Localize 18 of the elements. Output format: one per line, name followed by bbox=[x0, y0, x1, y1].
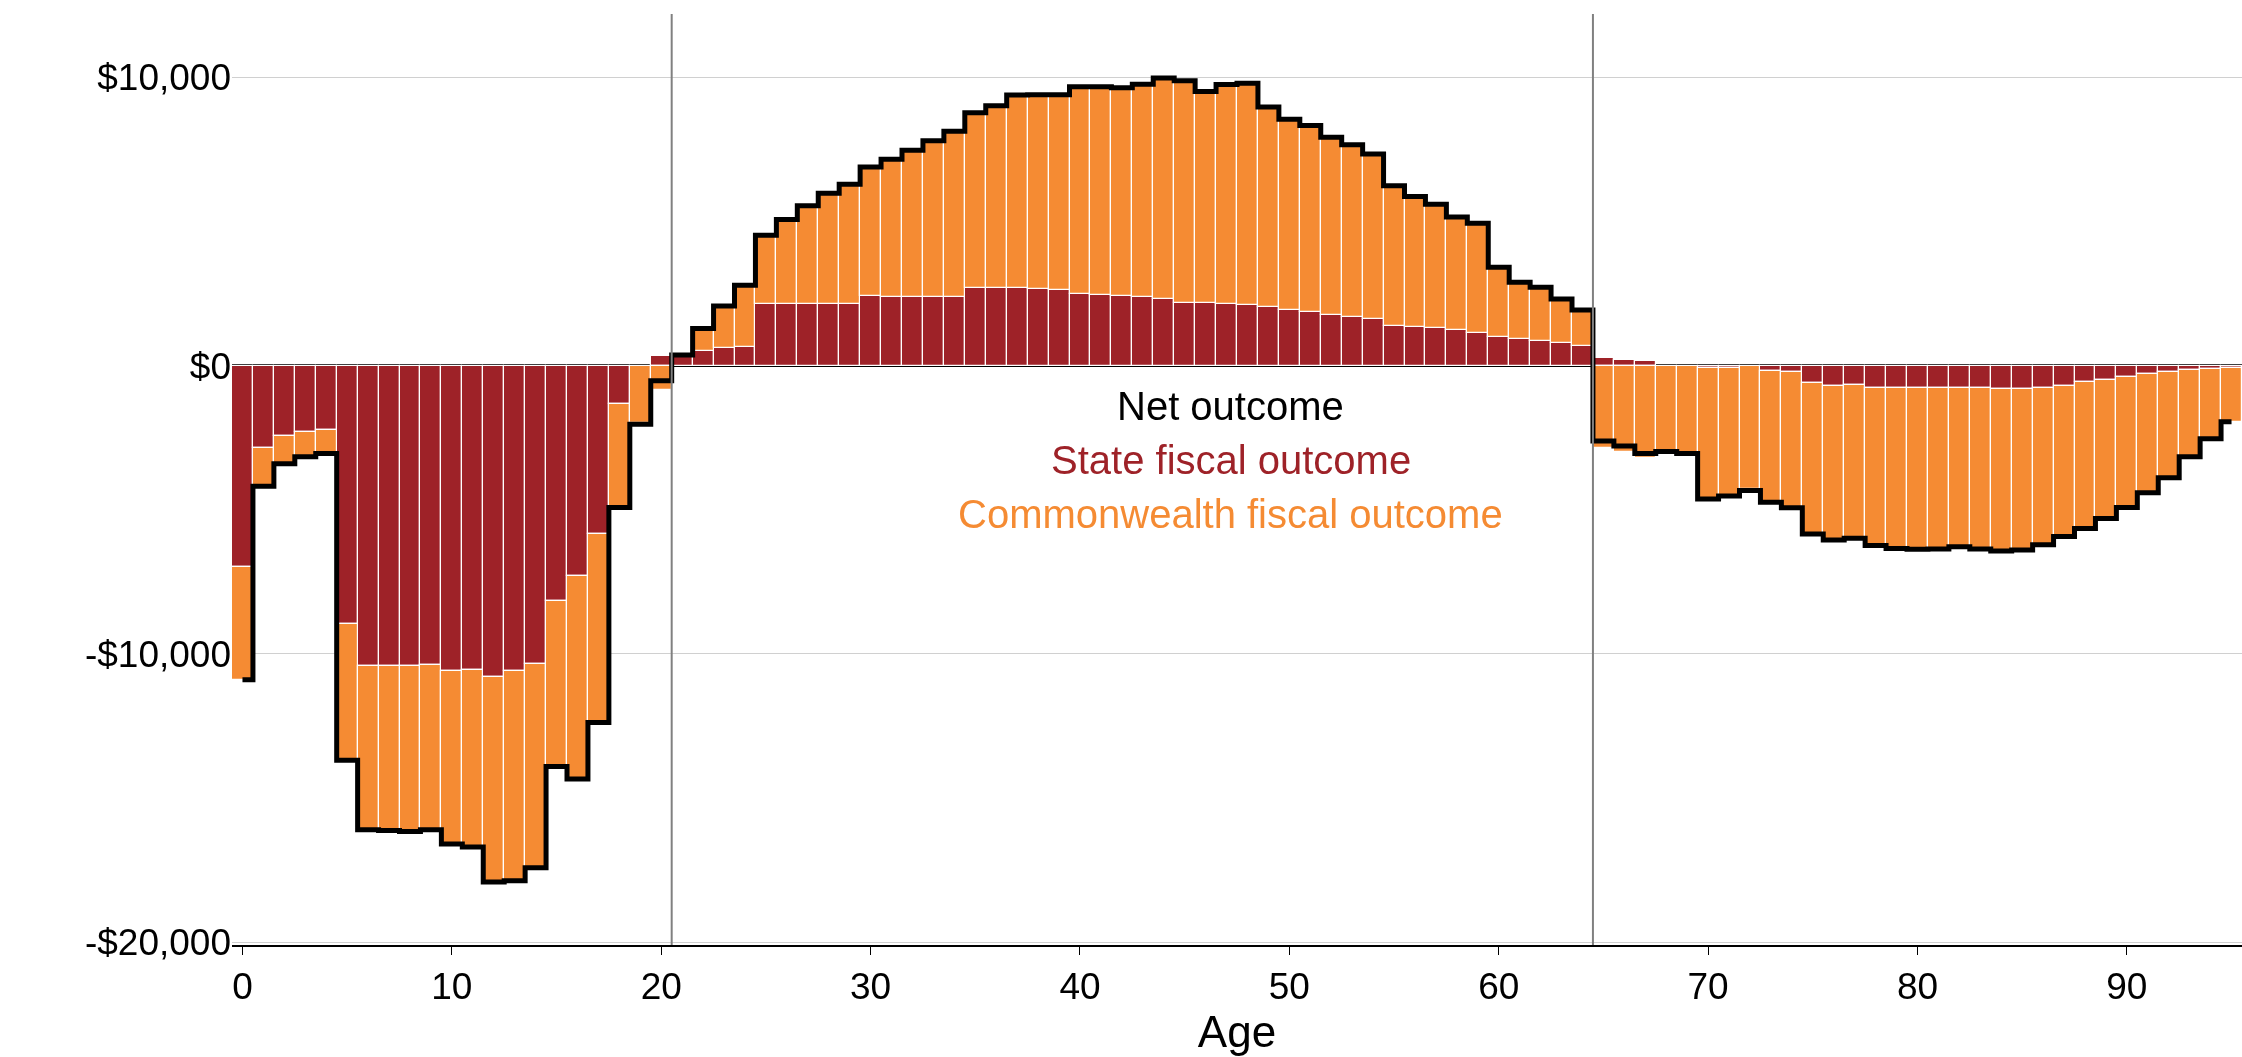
y-tick-label: $10,000 bbox=[97, 57, 231, 99]
x-tick-label: 20 bbox=[640, 966, 682, 1008]
text: Commonwealth fiscal outcome bbox=[958, 492, 1503, 536]
x-tick-label: 70 bbox=[1687, 966, 1729, 1008]
x-tick-label: 40 bbox=[1059, 966, 1101, 1008]
y-tick-label: $0 bbox=[189, 345, 231, 387]
x-tick-label: 30 bbox=[850, 966, 892, 1008]
x-tick-label: 10 bbox=[431, 966, 473, 1008]
text: Net outcome bbox=[1117, 384, 1344, 428]
x-tick-label: 0 bbox=[232, 966, 253, 1008]
x-tick-label: 90 bbox=[2106, 966, 2148, 1008]
y-tick-label: -$20,000 bbox=[84, 922, 231, 964]
y-tick-label: -$10,000 bbox=[84, 633, 231, 675]
x-tick-label: 50 bbox=[1268, 966, 1310, 1008]
x-tick-label: 60 bbox=[1478, 966, 1520, 1008]
x-tick-label: 80 bbox=[1896, 966, 1939, 1008]
x-axis-title: Age bbox=[1197, 1007, 1277, 1057]
series-label: State fiscal outcome bbox=[1051, 438, 1412, 482]
